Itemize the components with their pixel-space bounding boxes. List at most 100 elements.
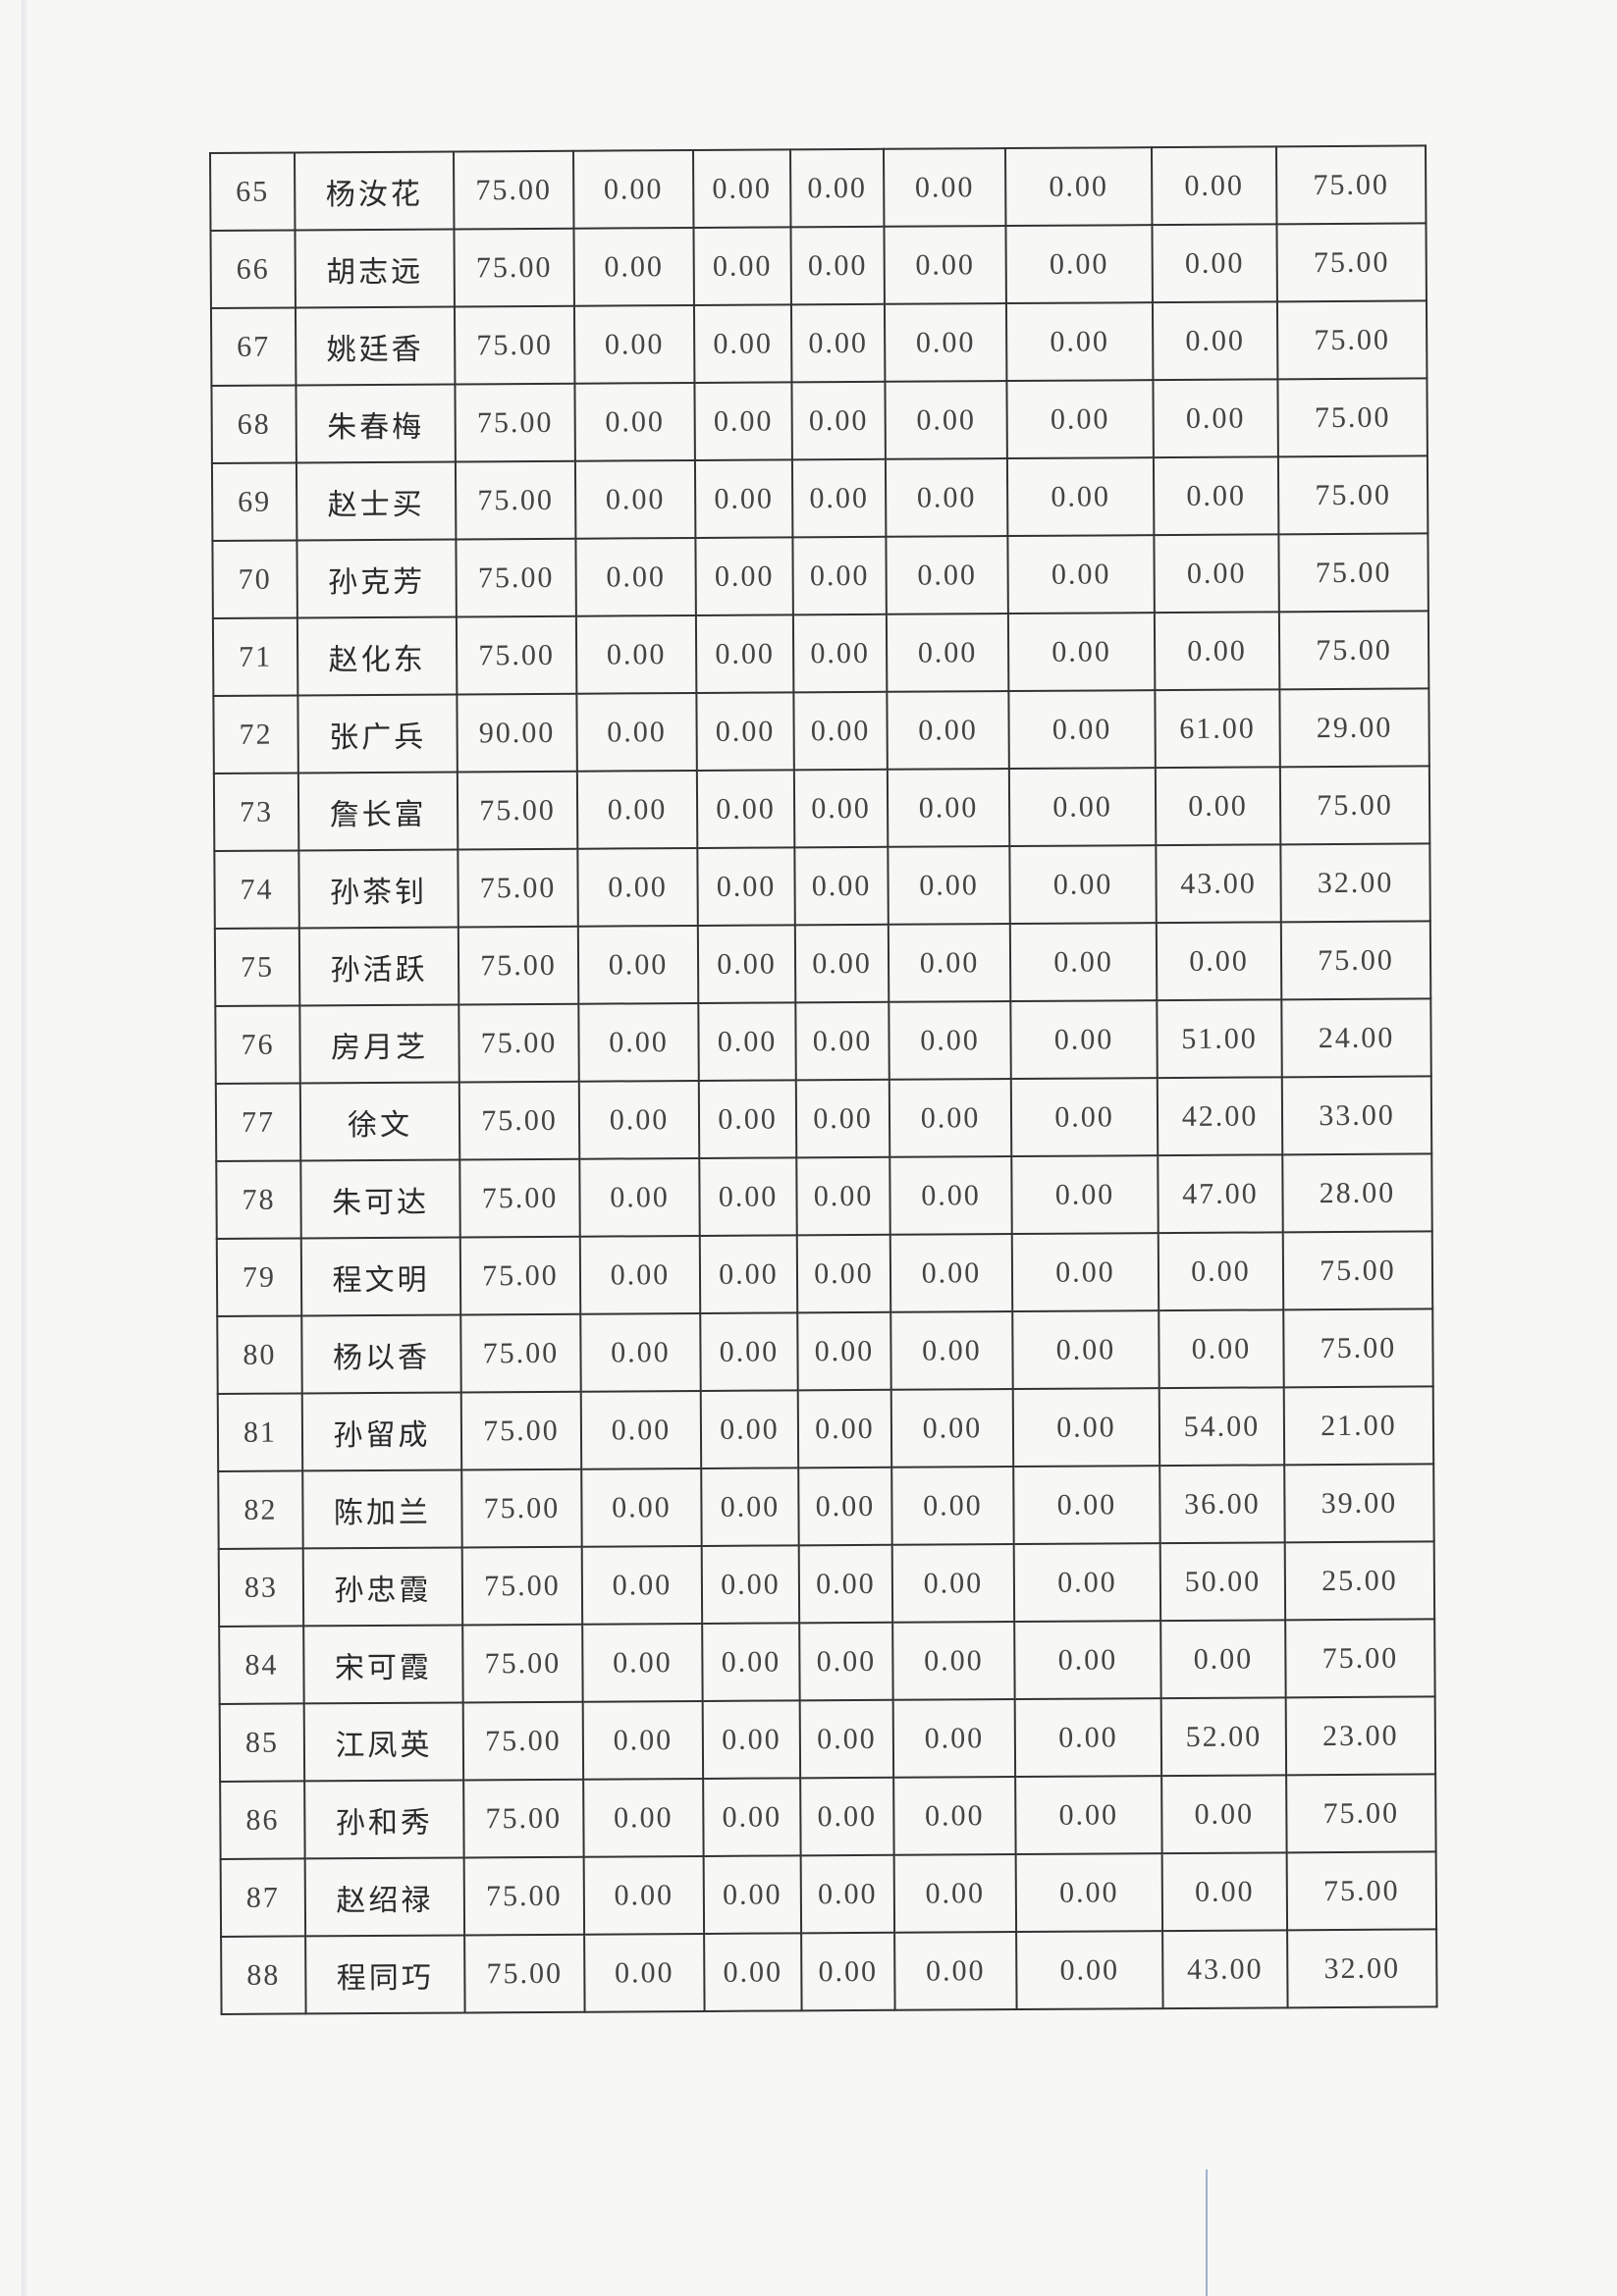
cell-total: 24.00 — [1281, 998, 1431, 1078]
cell-deduction: 36.00 — [1159, 1465, 1285, 1544]
cell-col-7: 0.00 — [892, 1699, 1016, 1778]
cell-col-8: 0.00 — [1011, 1233, 1159, 1312]
cell-col-5: 0.00 — [693, 227, 791, 305]
cell-name: 孙忠霞 — [302, 1547, 463, 1627]
cell-index: 78 — [216, 1160, 301, 1239]
cell-col-7: 0.00 — [888, 924, 1011, 1002]
cell-col-4: 0.00 — [580, 1390, 702, 1469]
cell-col-8: 0.00 — [1010, 1078, 1159, 1157]
cell-col-8: 0.00 — [1007, 535, 1155, 614]
cell-name: 朱可达 — [300, 1159, 460, 1239]
cell-deduction: 0.00 — [1154, 534, 1279, 614]
cell-col-7: 0.00 — [893, 1777, 1016, 1855]
cell-col-5: 0.00 — [692, 149, 791, 228]
cell-index: 72 — [213, 695, 298, 774]
cell-amount: 75.00 — [458, 926, 579, 1005]
cell-name: 孙和秀 — [304, 1780, 464, 1859]
table-row: 82 陈加兰 75.00 0.00 0.00 0.00 0.00 0.00 36.00 39.00 — [218, 1464, 1434, 1549]
cell-amount: 75.00 — [461, 1546, 583, 1626]
table-row: 81 孙留成 75.00 0.00 0.00 0.00 0.00 0.00 54.00 21.00 — [217, 1386, 1434, 1471]
cell-index: 77 — [215, 1083, 301, 1161]
cell-name: 江凤英 — [303, 1702, 464, 1782]
cell-col-8: 0.00 — [1009, 923, 1158, 1002]
cell-col-4: 0.00 — [573, 304, 695, 384]
cell-col-4: 0.00 — [577, 847, 698, 927]
cell-col-6: 0.00 — [801, 1932, 895, 2011]
cell-col-4: 0.00 — [578, 1080, 700, 1159]
cell-col-6: 0.00 — [799, 1699, 894, 1779]
cell-total: 28.00 — [1282, 1153, 1432, 1233]
cell-col-4: 0.00 — [575, 537, 696, 616]
cell-col-8: 0.00 — [1013, 1466, 1160, 1545]
cell-name: 胡志远 — [295, 229, 455, 308]
cell-col-7: 0.00 — [894, 1932, 1017, 2010]
cell-deduction: 52.00 — [1160, 1697, 1287, 1777]
cell-col-5: 0.00 — [696, 692, 794, 771]
table-row: 85 江凤英 75.00 0.00 0.00 0.00 0.00 0.00 52.00 23.00 — [219, 1696, 1436, 1782]
table-row: 83 孙忠霞 75.00 0.00 0.00 0.00 0.00 0.00 50.00 25.00 — [218, 1541, 1435, 1627]
cell-deduction: 54.00 — [1159, 1387, 1285, 1467]
cell-col-6: 0.00 — [800, 1854, 895, 1934]
cell-col-7: 0.00 — [889, 1156, 1012, 1235]
cell-deduction: 0.00 — [1159, 1309, 1284, 1389]
cell-deduction: 43.00 — [1162, 1930, 1288, 2009]
cell-name: 程同巧 — [305, 1935, 465, 2014]
cell-name: 孙活跃 — [298, 927, 459, 1006]
cell-deduction: 0.00 — [1152, 224, 1277, 303]
table-row: 77 徐文 75.00 0.00 0.00 0.00 0.00 0.00 42.00 33.00 — [215, 1076, 1432, 1161]
cell-col-7: 0.00 — [892, 1622, 1015, 1700]
cell-col-6: 0.00 — [789, 148, 885, 228]
cell-total: 75.00 — [1277, 455, 1428, 535]
cell-col-6: 0.00 — [796, 1234, 891, 1313]
cell-col-5: 0.00 — [699, 1157, 797, 1236]
cell-amount: 75.00 — [463, 1856, 585, 1936]
table-row: 87 赵绍禄 75.00 0.00 0.00 0.00 0.00 0.00 0.00 75.00 — [220, 1851, 1437, 1937]
cell-col-7: 0.00 — [886, 614, 1009, 692]
cell-col-4: 0.00 — [574, 382, 695, 461]
cell-col-8: 0.00 — [1016, 1931, 1163, 2010]
cell-col-8: 0.00 — [1015, 1853, 1163, 1933]
cell-col-6: 0.00 — [794, 846, 889, 926]
cell-col-7: 0.00 — [887, 769, 1010, 847]
cell-name: 詹长富 — [297, 772, 458, 851]
cell-col-4: 0.00 — [576, 770, 698, 849]
cell-name: 房月芝 — [299, 1004, 459, 1084]
table-row: 80 杨以香 75.00 0.00 0.00 0.00 0.00 0.00 0.00 75.00 — [217, 1308, 1433, 1394]
cell-deduction: 47.00 — [1158, 1154, 1283, 1234]
cell-name: 赵士买 — [296, 461, 457, 541]
cell-col-5: 0.00 — [695, 537, 793, 615]
table-row: 73 詹长富 75.00 0.00 0.00 0.00 0.00 0.00 0.00 75.00 — [213, 766, 1430, 851]
cell-col-8: 0.00 — [1008, 690, 1156, 770]
cell-amount: 75.00 — [457, 771, 578, 850]
cell-col-5: 0.00 — [698, 1002, 796, 1081]
cell-col-7: 0.00 — [885, 381, 1007, 459]
cell-total: 75.00 — [1285, 1619, 1435, 1698]
cell-col-4: 0.00 — [573, 227, 694, 306]
cell-col-8: 0.00 — [1004, 147, 1153, 227]
cell-col-8: 0.00 — [1015, 1776, 1162, 1855]
payment-table: 65 杨汝花 75.00 0.00 0.00 0.00 0.00 0.00 0.00 75.00 6… — [209, 144, 1438, 2015]
cell-deduction: 0.00 — [1160, 1620, 1286, 1699]
cell-col-6: 0.00 — [791, 458, 887, 538]
cell-col-8: 0.00 — [1006, 457, 1155, 537]
cell-index: 71 — [212, 617, 298, 696]
cell-index: 88 — [221, 1936, 306, 2014]
cell-name: 孙茶钊 — [298, 849, 458, 929]
cell-col-8: 0.00 — [1012, 1310, 1159, 1390]
cell-col-8: 0.00 — [1010, 1000, 1158, 1080]
cell-col-6: 0.00 — [793, 691, 888, 771]
cell-col-7: 0.00 — [889, 1079, 1012, 1157]
cell-deduction: 0.00 — [1161, 1852, 1288, 1932]
cell-col-5: 0.00 — [702, 1700, 801, 1779]
table-row: 65 杨汝花 75.00 0.00 0.00 0.00 0.00 0.00 0.00 75.00 — [210, 145, 1427, 231]
cell-col-4: 0.00 — [583, 1778, 704, 1857]
table-row: 66 胡志远 75.00 0.00 0.00 0.00 0.00 0.00 0.00 75.00 — [210, 223, 1427, 308]
cell-index: 68 — [211, 385, 296, 463]
cell-col-7: 0.00 — [884, 303, 1007, 382]
table-row: 79 程文明 75.00 0.00 0.00 0.00 0.00 0.00 0.00 75.00 — [216, 1231, 1433, 1316]
cell-col-8: 0.00 — [1014, 1621, 1161, 1700]
cell-amount: 75.00 — [458, 1081, 580, 1160]
cell-col-4: 0.00 — [575, 614, 697, 694]
cell-col-4: 0.00 — [572, 149, 694, 229]
table-row: 69 赵士买 75.00 0.00 0.00 0.00 0.00 0.00 0.00 75.00 — [211, 455, 1428, 541]
